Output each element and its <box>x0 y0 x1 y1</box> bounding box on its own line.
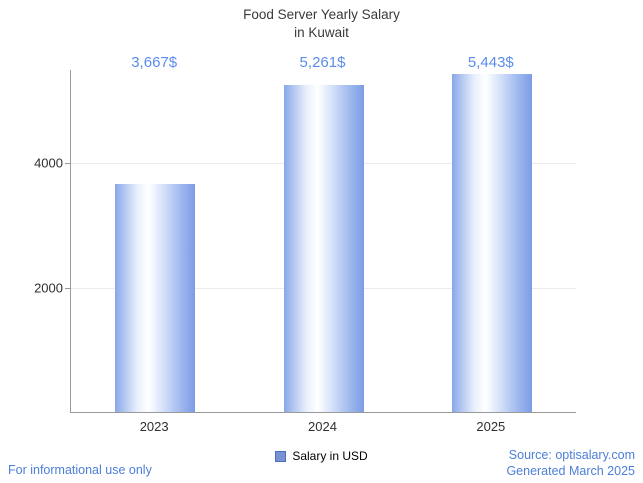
value-label-2025: 5,443$ <box>467 54 514 71</box>
bar-2023 <box>115 183 196 412</box>
x-axis-labels: 2023 2024 2025 <box>70 419 575 437</box>
plot-area: 2000 4000 <box>34 70 576 413</box>
generated-text: Generated March 2025 <box>506 463 635 478</box>
disclaimer-text: For informational use only <box>8 463 152 477</box>
legend-swatch-icon <box>275 450 287 462</box>
ytick-label-4000: 4000 <box>34 155 63 171</box>
xtick-label-2023: 2023 <box>139 419 169 434</box>
value-label-row: 3,667$ 5,261$ 5,443$ <box>70 54 575 74</box>
bar-2024 <box>283 84 364 412</box>
ytick-label-2000: 2000 <box>34 280 63 296</box>
source-block: Source: optisalary.com Generated March 2… <box>506 447 635 480</box>
xtick-label-2024: 2024 <box>308 419 337 434</box>
ytick-mark-2000 <box>65 287 70 289</box>
bar-2025 <box>451 73 532 412</box>
value-label-2024: 5,261$ <box>299 54 346 71</box>
legend: Salary in USD <box>0 449 643 463</box>
value-label-2023: 3,667$ <box>131 54 178 71</box>
legend-label: Salary in USD <box>292 449 368 463</box>
chart-title: Food Server Yearly Salary in Kuwait <box>0 6 643 42</box>
chart-title-line-2: in Kuwait <box>294 25 349 41</box>
chart-title-line-1: Food Server Yearly Salary <box>243 7 400 22</box>
source-text: Source: optisalary.com <box>508 447 635 462</box>
ytick-mark-4000 <box>65 163 70 165</box>
xtick-label-2025: 2025 <box>476 419 506 434</box>
